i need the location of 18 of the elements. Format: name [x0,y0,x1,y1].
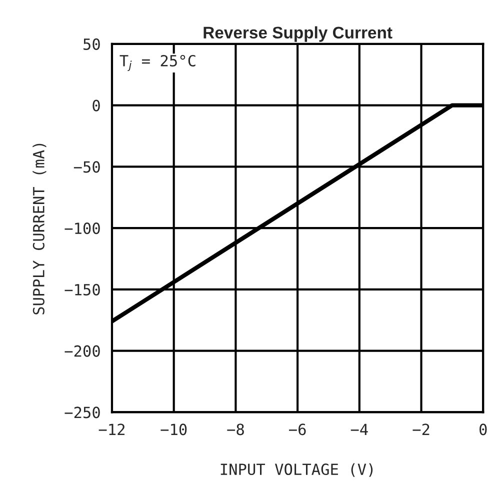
chart-title: Reverse Supply Current [204,26,392,42]
y-tick-label: 0 [92,100,100,112]
y-tick-label: −50 [74,161,100,173]
x-tick-label: −2 [412,424,430,435]
x-tick-label: −6 [289,424,306,436]
y-tick-label: −100 [64,222,100,234]
y-axis-title: SUPPLY CURRENT (mA) [32,144,46,314]
x-axis-title: INPUT VOLTAGE (V) [220,463,373,477]
y-tick-label: −250 [64,406,100,418]
x-tick-label: −12 [98,424,124,435]
annotation: T$_{j}$ = 25°C [120,54,196,72]
x-tick-label: −10 [160,424,187,436]
x-tick-label: −4 [350,424,368,435]
y-tick-label: −200 [64,345,100,357]
x-tick-label: −8 [227,424,244,436]
y-tick-label: 50 [84,38,100,50]
x-tick-label: 0 [480,424,487,436]
y-tick-label: −150 [64,284,100,296]
